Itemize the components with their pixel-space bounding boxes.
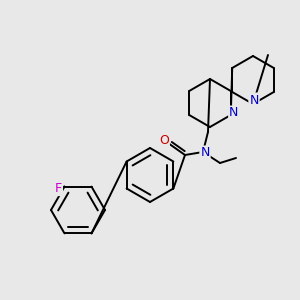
Text: N: N bbox=[249, 94, 259, 106]
Text: N: N bbox=[200, 146, 210, 160]
Text: N: N bbox=[229, 106, 239, 119]
Text: O: O bbox=[159, 134, 169, 148]
Text: F: F bbox=[55, 182, 62, 195]
